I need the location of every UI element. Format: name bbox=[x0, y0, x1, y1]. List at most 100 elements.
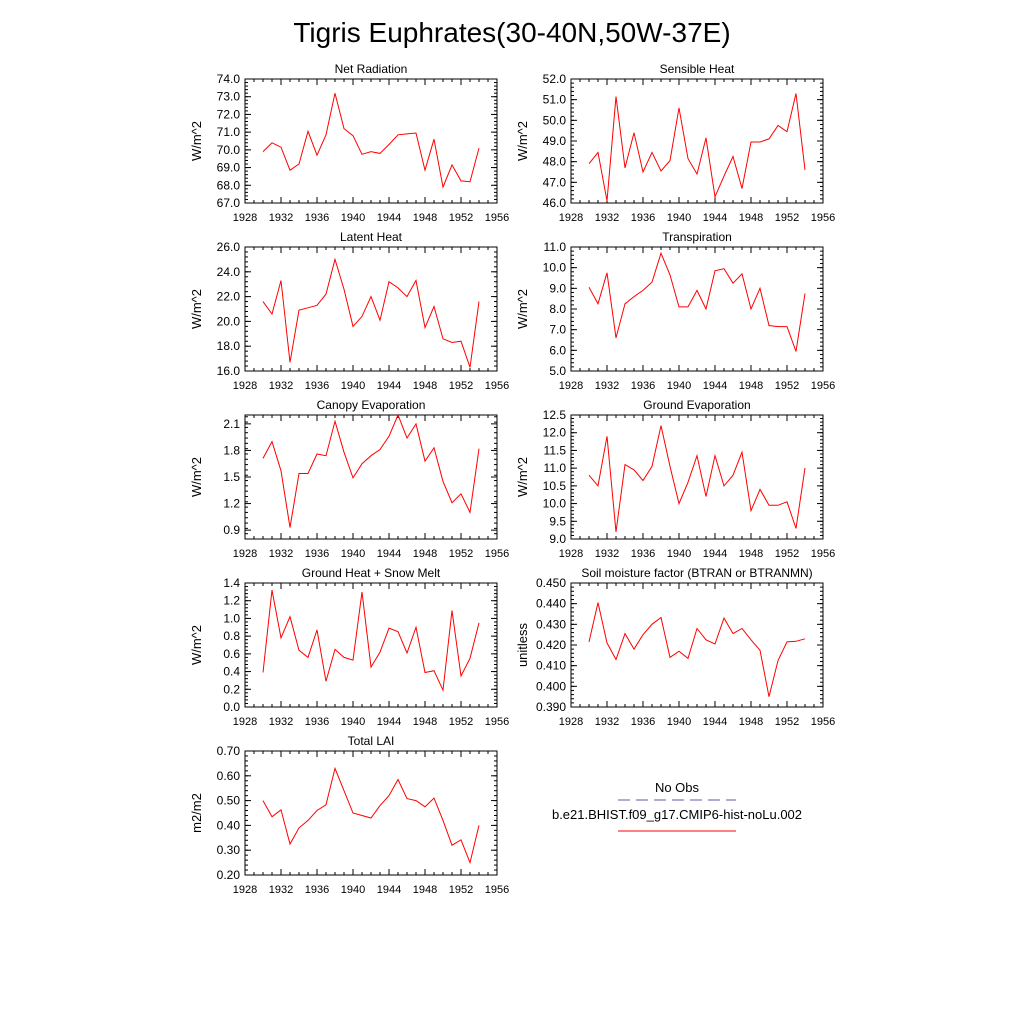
y-tick-label: 68.0 bbox=[217, 178, 241, 192]
y-tick-label: 1.0 bbox=[223, 611, 240, 625]
x-tick-label: 1940 bbox=[667, 212, 691, 224]
x-tick-label: 1944 bbox=[377, 212, 401, 224]
panel-ground-heat-snow-melt: Ground Heat + Snow Melt W/m^2 1928 1932 1936… bbox=[189, 566, 509, 728]
x-tick-label: 1932 bbox=[595, 212, 619, 224]
plot-frame bbox=[244, 414, 498, 540]
x-tick-label: 1948 bbox=[413, 548, 437, 560]
y-tick-label: 46.0 bbox=[543, 196, 567, 210]
y-tick-label: 1.4 bbox=[223, 576, 240, 590]
series-line-total-lai bbox=[262, 766, 480, 865]
x-tick-label: 1936 bbox=[305, 380, 329, 392]
y-tick-label: 0.420 bbox=[536, 638, 566, 652]
y-tick-label: 73.0 bbox=[217, 90, 241, 104]
x-tick-label: 1932 bbox=[269, 884, 293, 896]
panel-canopy-evaporation: Canopy Evaporation W/m^2 1928 1932 1936 1940 1… bbox=[189, 398, 509, 560]
y-axis-label: unitless bbox=[515, 622, 530, 667]
y-tick-label: 50.0 bbox=[543, 113, 567, 127]
panel-title: Soil moisture factor (BTRAN or BTRANMN) bbox=[581, 566, 812, 580]
y-tick-label: 24.0 bbox=[217, 265, 241, 279]
y-tick-label: 0.430 bbox=[536, 617, 566, 631]
x-tick-label: 1952 bbox=[775, 548, 799, 560]
y-tick-label: 52.0 bbox=[543, 72, 567, 86]
panel-title: Sensible Heat bbox=[660, 62, 735, 76]
x-tick-label: 1936 bbox=[631, 548, 655, 560]
panel-title: Net Radiation bbox=[335, 62, 408, 76]
x-tick-label: 1956 bbox=[811, 380, 835, 392]
series-line-ground-heat-snow-melt bbox=[262, 590, 480, 693]
series-line-transpiration bbox=[588, 251, 806, 352]
x-tick-label: 1940 bbox=[667, 548, 691, 560]
x-tick-label: 1956 bbox=[811, 212, 835, 224]
x-tick-label: 1952 bbox=[775, 380, 799, 392]
plot-frame bbox=[570, 414, 824, 540]
y-axis-label: W/m^2 bbox=[515, 457, 530, 497]
y-tick-label: 0.70 bbox=[217, 744, 241, 758]
x-tick-label: 1952 bbox=[775, 716, 799, 728]
figure-title: Tigris Euphrates(30-40N,50W-37E) bbox=[293, 17, 730, 48]
series-line-net-radiation bbox=[262, 93, 480, 189]
y-tick-label: 9.5 bbox=[549, 514, 566, 528]
y-tick-label: 70.0 bbox=[217, 143, 241, 157]
series-line-soil-moisture-factor-btran-or-btranmn bbox=[588, 602, 806, 697]
y-tick-label: 74.0 bbox=[217, 72, 241, 86]
x-tick-label: 1928 bbox=[559, 380, 583, 392]
y-tick-label: 0.2 bbox=[223, 682, 240, 696]
y-axis-label: W/m^2 bbox=[189, 457, 204, 497]
x-tick-label: 1952 bbox=[449, 548, 473, 560]
x-tick-label: 1932 bbox=[269, 716, 293, 728]
x-tick-label: 1940 bbox=[341, 380, 365, 392]
x-tick-label: 1944 bbox=[377, 380, 401, 392]
series-line-ground-evaporation bbox=[588, 425, 806, 532]
plot-frame bbox=[244, 582, 498, 708]
x-tick-label: 1948 bbox=[413, 716, 437, 728]
x-tick-label: 1952 bbox=[775, 212, 799, 224]
y-tick-label: 8.0 bbox=[549, 302, 566, 316]
y-tick-label: 72.0 bbox=[217, 107, 241, 121]
x-tick-label: 1936 bbox=[631, 380, 655, 392]
y-tick-label: 0.60 bbox=[217, 769, 241, 783]
panel-title: Ground Evaporation bbox=[643, 398, 750, 412]
plot-frame bbox=[244, 246, 498, 372]
x-tick-label: 1944 bbox=[703, 212, 727, 224]
panel-transpiration: Transpiration W/m^2 1928 1932 1936 1940 1944 19… bbox=[515, 230, 835, 392]
panels-group: Net Radiation W/m^2 1928 1932 1936 1940 1944 19… bbox=[189, 62, 835, 896]
y-tick-label: 26.0 bbox=[217, 240, 241, 254]
x-tick-label: 1952 bbox=[449, 884, 473, 896]
x-tick-label: 1928 bbox=[559, 716, 583, 728]
y-tick-label: 0.440 bbox=[536, 597, 566, 611]
legend-obs-label: No Obs bbox=[655, 780, 700, 795]
panel-ground-evaporation: Ground Evaporation W/m^2 1928 1932 1936 1940 1… bbox=[515, 398, 835, 560]
y-tick-label: 1.5 bbox=[223, 470, 240, 484]
panel-net-radiation: Net Radiation W/m^2 1928 1932 1936 1940 1944 19… bbox=[189, 62, 509, 224]
panel-soil-moisture-factor-btran-or-btranmn: Soil moisture factor (BTRAN or BTRANMN) u… bbox=[515, 566, 835, 728]
y-axis-label: W/m^2 bbox=[189, 625, 204, 665]
y-tick-label: 49.0 bbox=[543, 134, 567, 148]
x-tick-label: 1936 bbox=[631, 716, 655, 728]
y-axis-label: W/m^2 bbox=[515, 121, 530, 161]
series-line-canopy-evaporation bbox=[262, 413, 480, 528]
x-tick-label: 1936 bbox=[305, 212, 329, 224]
x-tick-label: 1928 bbox=[233, 884, 257, 896]
y-tick-label: 1.2 bbox=[223, 594, 240, 608]
x-tick-label: 1948 bbox=[739, 716, 763, 728]
y-tick-label: 0.410 bbox=[536, 659, 566, 673]
x-tick-label: 1932 bbox=[269, 380, 293, 392]
y-tick-label: 69.0 bbox=[217, 161, 241, 175]
x-tick-label: 1928 bbox=[233, 212, 257, 224]
y-tick-label: 0.20 bbox=[217, 868, 241, 882]
panel-title: Canopy Evaporation bbox=[317, 398, 426, 412]
x-tick-label: 1940 bbox=[667, 380, 691, 392]
x-tick-label: 1956 bbox=[485, 380, 509, 392]
y-tick-label: 11.0 bbox=[544, 461, 567, 475]
x-tick-label: 1940 bbox=[341, 716, 365, 728]
legend: No Obs b.e21.BHIST.f09_g17.CMIP6-hist-no… bbox=[552, 780, 802, 832]
y-tick-label: 0.390 bbox=[536, 700, 566, 714]
y-tick-label: 0.9 bbox=[223, 523, 240, 537]
panel-latent-heat: Latent Heat W/m^2 1928 1932 1936 1940 1944 1948… bbox=[189, 230, 509, 392]
y-tick-label: 1.2 bbox=[223, 497, 240, 511]
x-tick-label: 1928 bbox=[233, 548, 257, 560]
y-tick-label: 9.0 bbox=[549, 532, 566, 546]
x-tick-label: 1944 bbox=[377, 884, 401, 896]
y-tick-label: 48.0 bbox=[543, 155, 567, 169]
